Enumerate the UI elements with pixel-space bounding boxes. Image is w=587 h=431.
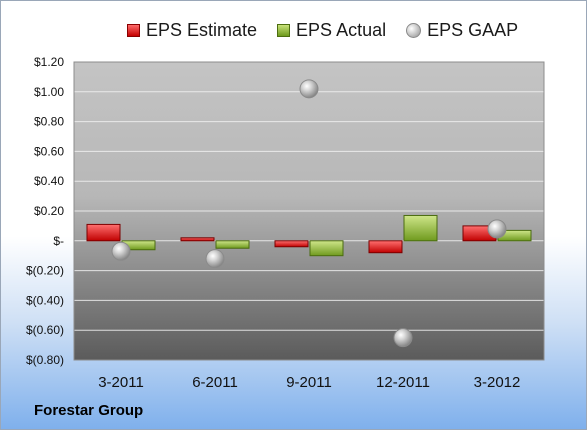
y-tick-label: $0.40: [34, 174, 64, 188]
y-tick-label: $(0.60): [26, 323, 64, 337]
plot-border: [73, 61, 545, 361]
chart-legend: EPS Estimate EPS Actual EPS GAAP: [127, 18, 538, 42]
bar-eps-estimate: [180, 237, 215, 242]
y-tick-label: $-: [53, 234, 64, 248]
y-tick-label: $(0.20): [26, 264, 64, 278]
y-tick-label: $1.00: [34, 85, 64, 99]
x-tick-label: 3-2012: [474, 374, 521, 391]
legend-label-gaap: EPS GAAP: [427, 19, 519, 40]
x-tick-label: 12-2011: [376, 374, 430, 391]
marker-eps-gaap: [487, 219, 507, 239]
legend-swatch-gaap: [406, 22, 422, 38]
y-tick-label: $(0.80): [26, 353, 64, 367]
x-tick-label: 6-2011: [192, 374, 238, 391]
bar-eps-actual: [309, 240, 344, 257]
legend-swatch-actual: [277, 23, 291, 37]
bar-eps-actual: [403, 214, 438, 242]
marker-eps-gaap: [111, 241, 131, 261]
bar-eps-estimate: [274, 240, 309, 248]
y-tick-label: $(0.40): [26, 293, 64, 307]
legend-label-actual: EPS Actual: [296, 19, 387, 40]
company-name: Forestar Group: [34, 402, 144, 419]
y-tick-label: $0.60: [34, 144, 64, 158]
legend-item-estimate: EPS Estimate: [127, 20, 257, 41]
y-tick-label: $0.20: [34, 204, 64, 218]
bar-eps-actual: [215, 240, 250, 249]
y-tick-label: $1.20: [34, 55, 64, 69]
legend-label-estimate: EPS Estimate: [146, 19, 258, 40]
legend-item-gaap: EPS GAAP: [406, 20, 518, 41]
x-tick-label: 9-2011: [286, 374, 332, 391]
y-tick-label: $0.80: [34, 115, 64, 129]
marker-eps-gaap: [393, 328, 413, 348]
bar-eps-estimate: [368, 240, 403, 254]
legend-item-actual: EPS Actual: [277, 20, 386, 41]
x-tick-label: 3-2011: [98, 374, 144, 391]
bar-eps-estimate: [86, 223, 121, 242]
marker-eps-gaap: [299, 79, 319, 99]
legend-swatch-estimate: [127, 23, 140, 37]
marker-eps-gaap: [205, 249, 225, 269]
